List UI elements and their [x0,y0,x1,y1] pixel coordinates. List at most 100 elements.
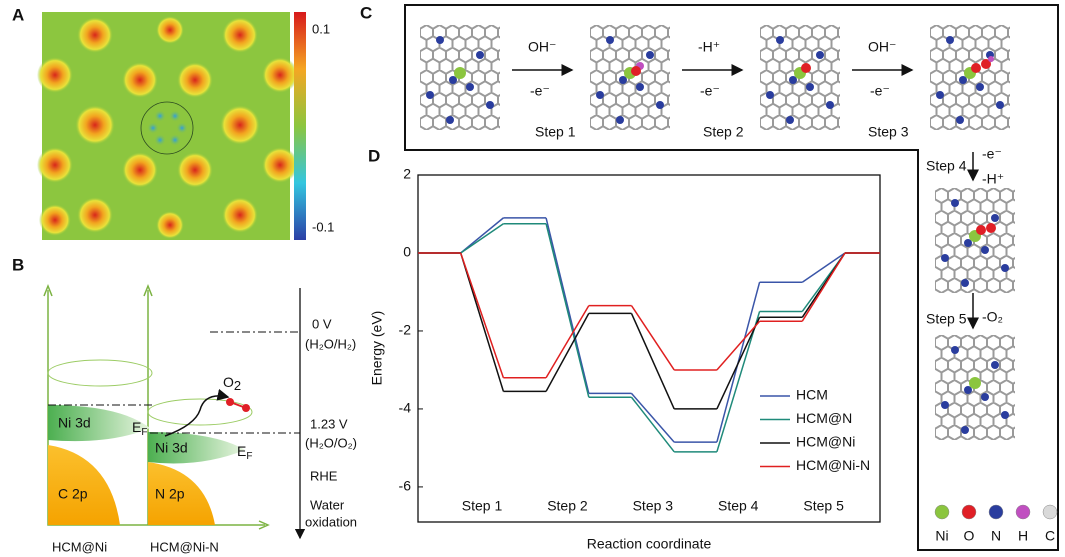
electron-arrow [164,388,230,437]
legend-label: HCM@N [796,410,852,426]
y-tick-label: -2 [399,322,412,338]
x-step-label: Step 4 [718,498,759,514]
atom-swatch [1042,504,1058,520]
atom-swatch [1015,504,1031,520]
connector [716,311,761,453]
atom-swatch [934,504,950,520]
colorbar-label: 0.1 [312,21,330,36]
direction-label: Water [310,497,345,512]
adsorbate [631,66,641,76]
adsorbate [981,59,991,69]
ef-sub: F [246,451,252,462]
level-lines [48,331,300,434]
panel-a: A 0.1 -0.1 [12,5,334,240]
band-outline [47,359,153,387]
step-label: Step 1 [535,124,576,140]
x-step-label: Step 2 [547,498,588,514]
step-label: Step 3 [868,124,909,140]
o2-main: O [223,374,234,390]
y-axis-label: Energy (eV) [369,311,385,386]
c2p-band [48,445,120,525]
adsorbate [971,63,981,73]
structure [935,188,1015,293]
material-label: HCM@Ni-N [150,539,219,554]
structure [930,25,1010,130]
atom-swatch [988,504,1004,520]
connector [630,396,675,453]
plot-frame [417,174,881,523]
atom-label: C [1045,528,1055,544]
reagent: -H⁺ [698,39,720,55]
contour-blobs [37,16,298,239]
scheme-frame [404,4,1059,551]
ef-main: E [132,419,141,435]
band-label: Ni 3d [155,440,188,456]
y-tick-label: 2 [403,166,411,182]
connector [545,313,590,392]
direction-label: oxidation [305,514,357,529]
x-step-label: Step 5 [803,498,844,514]
step-label: Step 4 [926,158,967,174]
reagent: -e⁻ [700,83,720,99]
band-label: C 2p [58,486,88,502]
band-label: Ni 3d [58,415,91,431]
colorbar [294,12,306,240]
structure [935,335,1015,440]
x-step-label: Step 1 [462,498,503,514]
reagent: -e⁻ [982,146,1002,162]
reagent: OH⁻ [868,39,896,55]
band-outline [147,398,253,426]
panel-label: B [12,255,24,274]
ef-label: EF [237,443,252,462]
legend-label: HCM [796,387,828,403]
legend-label: HCM@Ni-N [796,457,870,473]
level-label: (H₂O/O₂) [305,435,357,450]
panel-b: B O2 EF EF Ni 3d Ni 3d C 2p N 2p 0 V (H₂… [12,255,357,554]
reagent: -H⁺ [982,171,1004,187]
connector [545,305,590,379]
connector [459,252,505,378]
connector [716,316,761,410]
connector [460,223,504,254]
material-label: HCM@Ni [52,539,107,554]
step-label: Step 2 [703,124,744,140]
level-label: 0 V [312,316,332,331]
panel-c: C OH⁻ -e⁻ -H⁺ -e⁻ OH⁻ -e⁻ -e⁻ -H⁺ -O₂ St… [360,3,1059,551]
y-tick-label: -4 [399,400,412,416]
ef-sub: F [141,427,147,438]
connector [545,223,590,398]
reagent: -e⁻ [530,83,550,99]
adsorbate [976,225,986,235]
atom-label: H [1018,528,1028,544]
x-step-label: Step 3 [633,498,674,514]
connector [801,252,846,283]
reagent: OH⁻ [528,39,556,55]
adsorbate [801,63,811,73]
ef-label: EF [132,419,147,438]
structure [760,25,840,130]
connector [801,252,846,322]
y-tick-label: -6 [399,478,412,494]
ni3d-band [148,432,245,464]
connector [460,217,504,254]
level-label: 1.23 V [310,416,348,431]
panel-label: A [12,5,24,24]
o2-label: O2 [223,374,241,394]
scale-label: RHE [310,468,338,483]
structure [420,25,500,130]
panel-label: C [360,3,372,22]
atom-label: O [964,528,975,544]
connector [630,313,675,410]
axis-arrows [43,283,270,530]
reagent: -e⁻ [870,83,890,99]
ni3d-band [48,405,150,442]
connector [630,392,675,443]
x-axis-label: Reaction coordinate [587,536,712,552]
level-label: (H₂O/H₂) [305,336,356,351]
atom-label: N [991,528,1001,544]
ef-main: E [237,443,246,459]
adsorbate [986,223,996,233]
connector [716,320,761,371]
colorbar-label: -0.1 [312,219,334,234]
